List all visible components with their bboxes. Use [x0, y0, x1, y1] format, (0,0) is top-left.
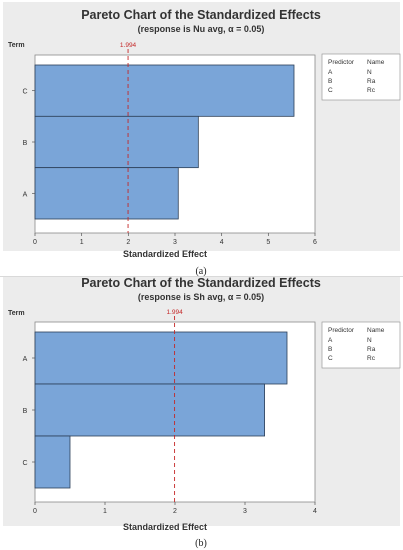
legend-predictor: C: [328, 87, 333, 94]
x-tick-label: 2: [173, 508, 177, 515]
bar-c: [34, 64, 295, 117]
x-axis-label: Standardized Effect: [123, 249, 207, 259]
x-tick-label: 4: [220, 239, 224, 246]
bar-b: [34, 383, 266, 437]
legend-name: Rc: [367, 355, 376, 362]
legend-predictor: A: [328, 69, 333, 76]
y-tick-label: B: [23, 140, 28, 147]
legend-predictor: B: [328, 346, 332, 353]
figure-caption: (b): [195, 538, 207, 549]
legend-box: [321, 53, 401, 101]
y-tick-label: C: [22, 89, 27, 96]
bar-b: [34, 115, 199, 169]
y-tick-label: A: [23, 356, 28, 363]
x-tick-label: 5: [266, 239, 270, 246]
y-tick-label: B: [23, 408, 28, 415]
legend-name: Ra: [367, 346, 376, 353]
y-tick-label: A: [23, 191, 28, 198]
legend-predictor: B: [328, 78, 332, 85]
x-axis-label: Standardized Effect: [123, 522, 207, 532]
legend-header-predictor: Predictor: [328, 59, 355, 66]
legend-name: N: [367, 337, 372, 344]
chart-subtitle: (response is Sh avg, α = 0.05): [138, 292, 264, 302]
y-tick-label: C: [22, 460, 27, 467]
legend: Predictor Name A N B Ra C Rc: [321, 53, 401, 101]
x-tick-label: 0: [33, 508, 37, 515]
figure-caption: (a): [195, 266, 206, 277]
chart-subtitle: (response is Nu avg, α = 0.05): [138, 24, 265, 34]
bar-c: [34, 435, 71, 489]
x-tick-label: 2: [126, 239, 130, 246]
legend-name: N: [367, 69, 372, 76]
legend-box: [321, 321, 401, 369]
y-axis-label: Term: [8, 42, 25, 49]
x-tick-label: 4: [313, 508, 317, 515]
x-tick-label: 3: [243, 508, 247, 515]
legend-header-name: Name: [367, 327, 385, 334]
reference-line-label: 1.994: [120, 42, 137, 49]
x-tick-label: 1: [103, 508, 107, 515]
x-tick-label: 1: [80, 239, 84, 246]
y-axis-label: Term: [8, 310, 25, 317]
reference-line-label: 1.994: [166, 309, 183, 316]
bar-a: [34, 331, 288, 385]
legend-header-name: Name: [367, 59, 385, 66]
chart-title: Pareto Chart of the Standardized Effects: [81, 8, 321, 22]
legend-predictor: C: [328, 355, 333, 362]
legend: Predictor Name A N B Ra C Rc: [321, 321, 401, 369]
legend-name: Ra: [367, 78, 376, 85]
chart-panel-a: Pareto Chart of the Standardized Effects…: [3, 2, 401, 277]
chart-title: Pareto Chart of the Standardized Effects: [81, 276, 321, 290]
x-tick-label: 6: [313, 239, 317, 246]
x-tick-label: 0: [33, 239, 37, 246]
bar-a: [34, 167, 179, 220]
x-tick-label: 3: [173, 239, 177, 246]
legend-predictor: A: [328, 337, 333, 344]
legend-header-predictor: Predictor: [328, 327, 355, 334]
legend-name: Rc: [367, 87, 376, 94]
chart-panel-b: Pareto Chart of the Standardized Effects…: [3, 276, 401, 549]
